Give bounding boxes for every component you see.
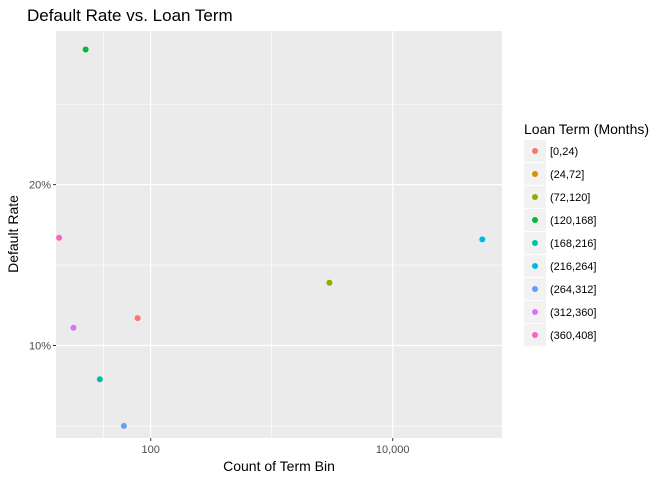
chart-title: Default Rate vs. Loan Term [27, 6, 233, 25]
legend-label: (24,72] [550, 169, 584, 181]
legend-marker [532, 240, 538, 246]
x-axis: 100 10,000 [142, 438, 410, 456]
plot-panel [56, 31, 502, 438]
legend-entry: (120,168] [524, 209, 596, 231]
legend-entry: [0,24) [524, 140, 578, 162]
data-point [134, 315, 141, 322]
legend: Loan Term (Months) [0,24) (24,72] (72,120]… [524, 121, 649, 346]
legend-entry: (168,216] [524, 232, 596, 254]
legend-label: (216,264] [550, 261, 596, 273]
data-point [326, 279, 333, 286]
grid-lines [56, 31, 502, 438]
data-points [56, 46, 486, 429]
legend-marker [532, 263, 538, 269]
data-point [120, 422, 127, 429]
legend-marker [532, 286, 538, 292]
data-point [82, 46, 89, 53]
legend-title: Loan Term (Months) [524, 121, 649, 137]
legend-label: (360,408] [550, 330, 596, 342]
legend-marker [532, 194, 538, 200]
legend-entry: (216,264] [524, 255, 596, 277]
legend-marker [532, 217, 538, 223]
legend-entry: (264,312] [524, 278, 596, 300]
data-point [56, 234, 63, 241]
legend-label: (312,360] [550, 307, 596, 319]
legend-label: (72,120] [550, 192, 590, 204]
x-axis-title: Count of Term Bin [223, 458, 335, 474]
data-point [96, 376, 103, 383]
legend-entry: (72,120] [524, 186, 590, 208]
y-tick-label: 20% [29, 180, 51, 192]
legend-label: (120,168] [550, 215, 596, 227]
x-tick-label: 100 [142, 444, 160, 456]
y-axis: 10% 20% [29, 180, 56, 353]
legend-entry: (312,360] [524, 301, 596, 323]
legend-entry: (24,72] [524, 163, 584, 185]
data-point [70, 324, 77, 331]
legend-label: (168,216] [550, 238, 596, 250]
y-tick-label: 10% [29, 341, 51, 353]
data-point [479, 236, 486, 243]
y-axis-title: Default Rate [5, 195, 21, 273]
legend-marker [532, 309, 538, 315]
x-tick-label: 10,000 [376, 444, 410, 456]
legend-label: [0,24) [550, 146, 578, 158]
legend-entry: (360,408] [524, 324, 596, 346]
legend-marker [532, 332, 538, 338]
legend-marker [532, 171, 538, 177]
legend-marker [532, 148, 538, 154]
legend-label: (264,312] [550, 284, 596, 296]
